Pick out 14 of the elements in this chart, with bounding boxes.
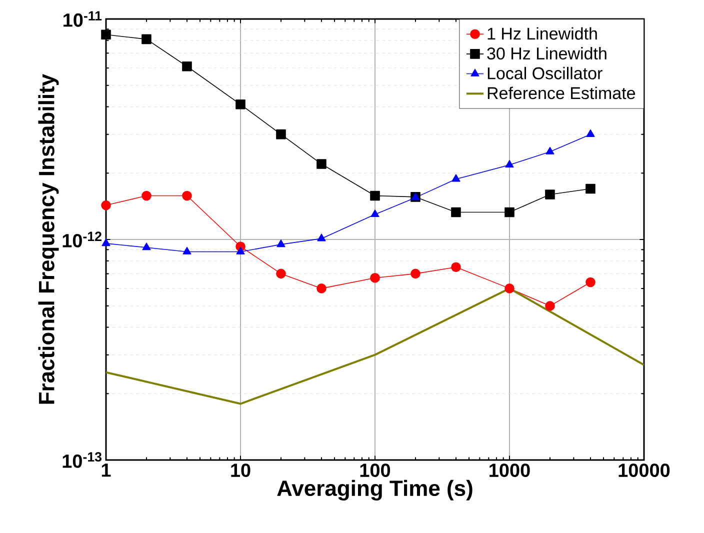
x-tick-label: 10000 xyxy=(618,464,670,478)
x-tick-label: 10 xyxy=(231,464,250,478)
x-tick-label: 100 xyxy=(360,464,390,478)
y-axis-title: Fractional Frequency Instability xyxy=(38,74,59,404)
y-tick-label: 10$^{-11}$ xyxy=(64,11,102,27)
y-tick-label: 10$^{-12}$ xyxy=(62,232,102,248)
legend-label: Local Oscillator xyxy=(488,66,602,80)
x-tick-label: 1 xyxy=(102,464,111,477)
legend-label: 30 Hz Linewidth xyxy=(487,47,606,60)
legend-label: Reference Estimate xyxy=(488,86,636,100)
x-axis-title: Averaging Time (s) xyxy=(277,480,472,500)
legend-label: 1 Hz Linewidth xyxy=(488,27,597,40)
x-tick-label: 1000 xyxy=(490,464,530,478)
y-tick-label: 10$^{-13}$ xyxy=(62,452,102,468)
